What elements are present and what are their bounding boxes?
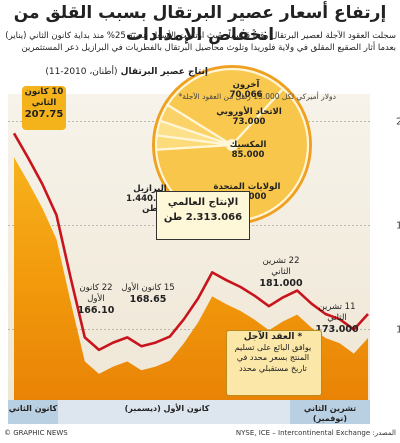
world-production-box: الإنتاج العالمي 2.313.066 طن <box>156 191 250 240</box>
publisher-credit: © GRAPHIC NEWS <box>4 429 68 437</box>
pie-slice <box>154 87 310 223</box>
futures-note: * العقد الآجل يوافق البائع على تسليم المن… <box>234 332 312 373</box>
y-tick-label: 170 <box>396 325 400 336</box>
y-tick-label: 210 <box>396 117 400 128</box>
source-note: المصدر: NYSE, ICE – Intercontinental Exc… <box>235 429 396 437</box>
x-label-nov: تشرين الثاني (نوفمبر) <box>303 404 357 423</box>
annotation-oct22: 22 كانون الأول 166.10 <box>77 283 115 316</box>
y-tick-label: 190 <box>396 221 400 232</box>
annotation-nov22: 22 تشرين الثاني 181.000 <box>259 256 303 289</box>
pie-label-mexico: المكسيك 85.000 <box>229 140 267 160</box>
annotation-oct15: 15 كانون الأول 168.65 <box>121 283 175 305</box>
subtitle: سجلت العقود الآجلة لعصير البرتقال رقماً … <box>5 31 396 53</box>
orange-core <box>226 139 238 151</box>
x-label-dec: كانون الأول (ديسمبر) <box>124 404 210 413</box>
pie-slice <box>165 67 285 147</box>
price-line <box>12 132 369 352</box>
page-title: إرتفاع أسعار عصير البرتقال بسبب القلق من… <box>13 3 387 45</box>
peak-annotation: 10 كانون الثاني 207.75 <box>24 87 64 120</box>
pie-label-brazil: البرازيل 1.440.000 طن <box>126 184 174 214</box>
peak-badge <box>22 86 66 130</box>
pie-label-others: آخرون 70.066 <box>229 80 263 100</box>
production-pie <box>152 65 312 225</box>
y-axis-title: دولار أميركي لكل 15.000 رطل من العقود ال… <box>178 92 336 101</box>
futures-note-box <box>226 330 322 396</box>
x-axis-band-jan <box>8 400 58 424</box>
pie-label-eu: الاتحاد الأوروبي 73.000 <box>216 107 282 127</box>
x-axis-band-nov <box>290 400 370 424</box>
x-label-jan: كانون الثاني <box>8 404 58 413</box>
pie-panel-title: إنتاج عصير البرتقال (أطنان، 2010-11) <box>45 67 208 77</box>
annotation-nov11: 11 تشرين الثاني 173.000 <box>315 302 359 335</box>
y-axis-ticks: 170 190 210 <box>396 117 400 336</box>
